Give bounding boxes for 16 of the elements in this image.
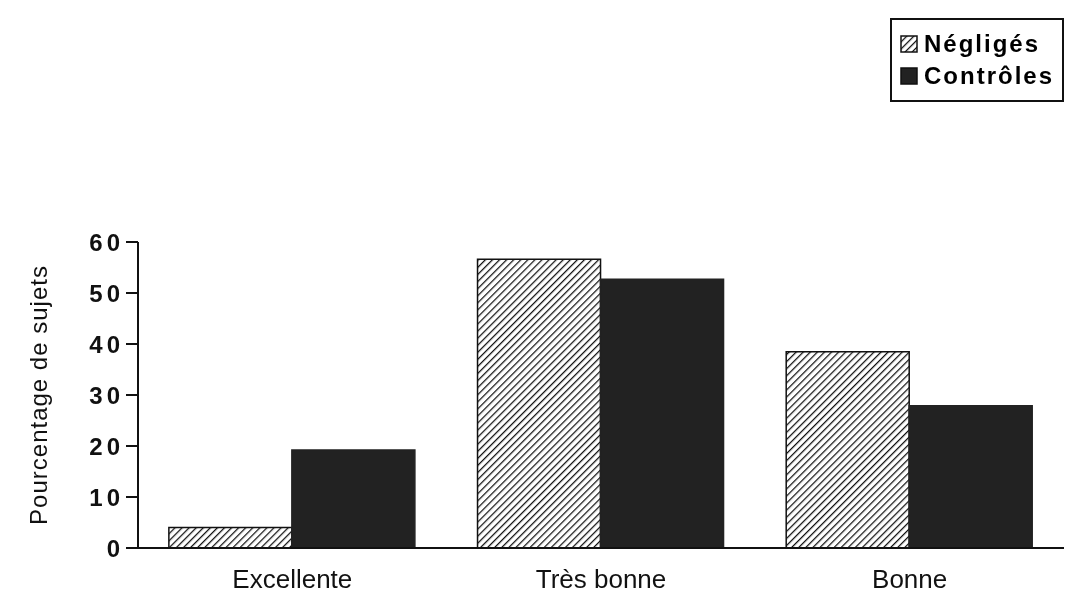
- legend-label: Négligés: [923, 30, 1041, 58]
- y-tick-label: 30: [89, 381, 124, 409]
- bar: [291, 449, 416, 548]
- x-tick-label: Excellente: [232, 564, 353, 595]
- legend-label: Contrôles: [923, 62, 1054, 90]
- y-axis-title: Pourcentage de sujets: [24, 265, 52, 525]
- y-tick-label: 10: [89, 483, 124, 511]
- x-tick-label: Très bonne: [535, 564, 667, 595]
- x-tick-label: Bonne: [872, 564, 948, 595]
- y-tick-label: 0: [106, 534, 124, 562]
- y-tick-label: 20: [89, 432, 124, 460]
- bar: [599, 278, 725, 548]
- bar: [908, 404, 1033, 548]
- y-tick-label: 50: [89, 279, 124, 307]
- y-tick-label: 40: [89, 330, 124, 358]
- y-tick-label: 60: [89, 228, 124, 256]
